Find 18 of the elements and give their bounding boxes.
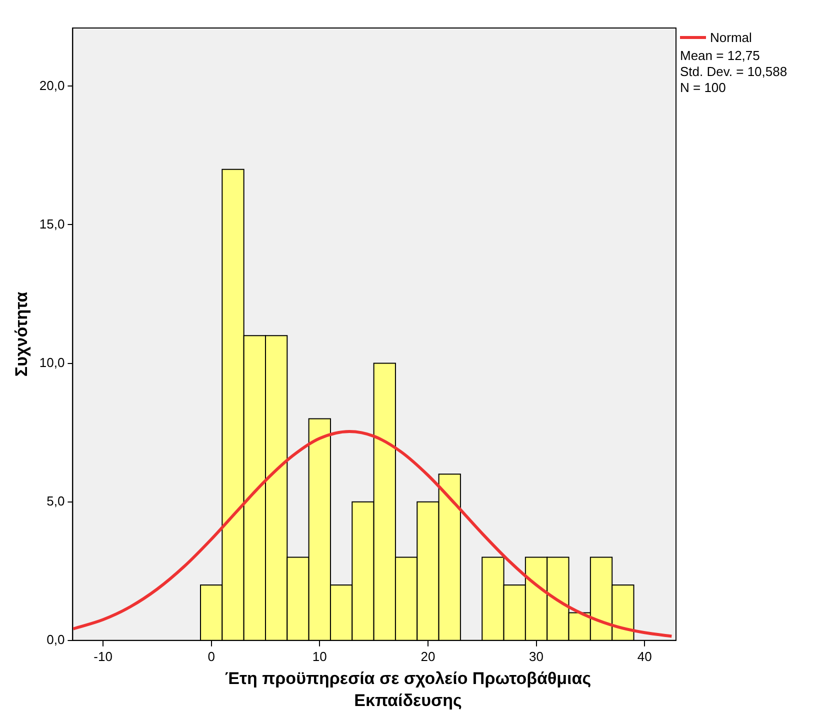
x-tick-label: 10 — [312, 648, 327, 664]
x-tick-label: 20 — [420, 648, 436, 664]
y-axis-title: Συχνότητα — [12, 291, 31, 377]
y-tick-label: 10,0 — [39, 354, 65, 370]
legend-label: Normal — [710, 30, 752, 45]
text: Mean = 12,75 — [680, 48, 761, 64]
y-tick-label: 0,0 — [46, 632, 65, 647]
x-tick-label: 30 — [529, 648, 544, 664]
y-tick-label: 15,0 — [39, 216, 65, 232]
y-tick-label: 5,0 — [46, 493, 65, 508]
x-tick-label: 0 — [208, 648, 215, 664]
y-tick-label: 20,0 — [39, 78, 65, 93]
x-axis-title: Έτη προϋπηρεσία σε σχολείο Πρωτοβάθμιας Εκπαίδευσης — [224, 668, 592, 712]
x-tick-label: 40 — [637, 648, 652, 664]
line-series — [72, 430, 674, 638]
text: N = 100 — [680, 80, 727, 96]
x-tick-label: -10 — [94, 648, 112, 664]
text: Std. Dev. = 10,588 — [680, 64, 788, 80]
